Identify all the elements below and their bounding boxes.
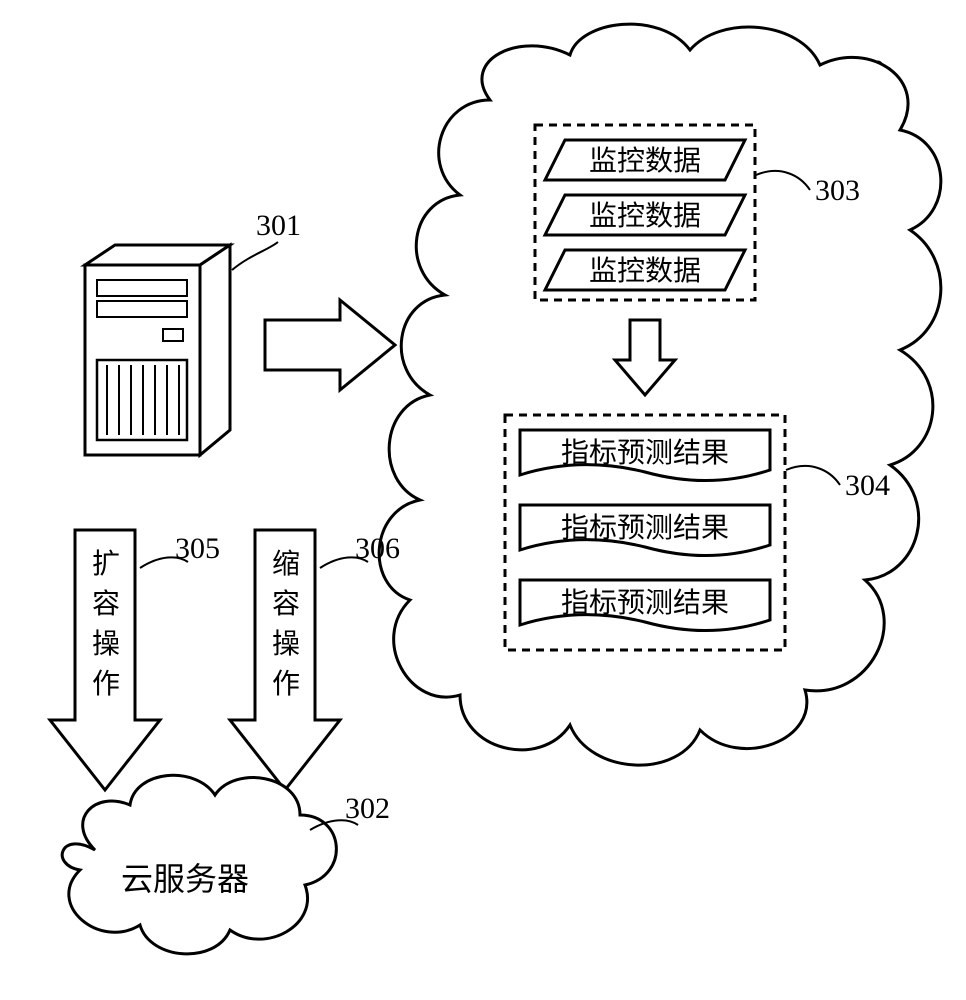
- scale-up-char: 作: [92, 668, 120, 700]
- server-icon: [85, 245, 230, 455]
- large-cloud: [379, 24, 941, 765]
- predict-result-label: 指标预测结果: [561, 512, 729, 544]
- cloud-server-label: 云服务器: [121, 861, 249, 897]
- scale-down-char: 操: [272, 628, 300, 660]
- ref-304: 304: [845, 469, 890, 502]
- ref-303: 303: [815, 174, 860, 207]
- ref-306: 306: [355, 532, 400, 565]
- ref-305: 305: [175, 532, 220, 565]
- arrow-server-to-cloud: [265, 300, 395, 390]
- scale-down-arrow: 缩 容 操 作: [230, 530, 340, 790]
- monitor-data-item: 监控数据: [545, 195, 745, 235]
- monitor-data-label: 监控数据: [589, 200, 701, 232]
- predict-result-label: 指标预测结果: [561, 587, 729, 619]
- scale-down-char: 作: [272, 668, 300, 700]
- scale-up-char: 操: [92, 628, 120, 660]
- leader-301: [232, 242, 278, 270]
- monitor-data-label: 监控数据: [589, 145, 701, 177]
- monitor-data-label: 监控数据: [589, 255, 701, 287]
- ref-301: 301: [256, 209, 301, 242]
- scale-up-arrow: 扩 容 操 作: [50, 530, 160, 790]
- scale-down-char: 容: [272, 588, 300, 620]
- ref-302: 302: [345, 792, 390, 825]
- scale-up-char: 扩: [92, 548, 120, 580]
- monitor-data-item: 监控数据: [545, 250, 745, 290]
- predict-result-label: 指标预测结果: [561, 437, 729, 469]
- scale-up-char: 容: [92, 588, 120, 620]
- system-diagram: 300 监控数据 监控数据 监控数据 303 指标预测结果 指标预测结果 指标预…: [0, 0, 966, 1000]
- scale-down-char: 缩: [272, 548, 300, 580]
- monitor-data-item: 监控数据: [545, 140, 745, 180]
